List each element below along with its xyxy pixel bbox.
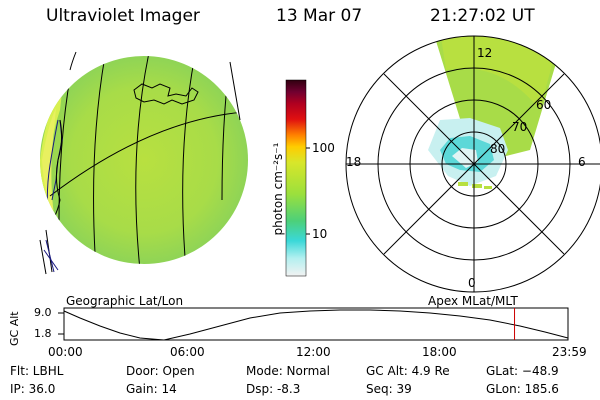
info-mode: Mode: Normal (246, 364, 330, 378)
info-filter: Flt: LBHL (10, 364, 64, 378)
lat-label-80: 80 (490, 142, 506, 156)
instrument-title: Ultraviolet Imager (46, 6, 200, 26)
time-label: 21:27:02 UT (430, 6, 535, 26)
earth-disk (40, 56, 248, 264)
altitude-ytick-9: 9.0 (34, 306, 52, 319)
altitude-xtick-0600: 06:00 (170, 345, 205, 359)
lat-label-70: 70 (512, 120, 528, 134)
info-gc-alt: GC Alt: 4.9 Re (366, 364, 450, 378)
altitude-curve (63, 309, 569, 341)
altitude-xtick-1800: 18:00 (422, 345, 457, 359)
info-glon: GLon: 185.6 (486, 382, 559, 396)
lat-label-60: 60 (536, 98, 552, 112)
apex-label: Apex MLat/MLT (428, 294, 518, 308)
altitude-ytick-1_8: 1.8 (34, 327, 52, 340)
info-seq: Seq: 39 (366, 382, 412, 396)
meridian-lines (49, 56, 245, 264)
altitude-xtick-2359: 23:59 (552, 345, 587, 359)
altitude-xtick-1200: 12:00 (296, 345, 331, 359)
info-gain: Gain: 14 (126, 382, 177, 396)
info-glat: GLat: −48.9 (486, 364, 559, 378)
geographic-label: Geographic Lat/Lon (66, 294, 184, 308)
mlt-label-0: 0 (468, 276, 476, 290)
info-ip: IP: 36.0 (10, 382, 56, 396)
date-label: 13 Mar 07 (276, 6, 363, 26)
colorbar-tick-10: 10 (312, 227, 328, 241)
info-dsp: Dsp: -8.3 (246, 382, 301, 396)
altitude-ylabel: GC Alt (8, 311, 21, 346)
mlt-label-18: 18 (346, 155, 362, 169)
polar-grid (345, 35, 600, 293)
altitude-xtick-0000: 00:00 (48, 345, 83, 359)
info-door: Door: Open (126, 364, 195, 378)
mlt-label-6: 6 (578, 155, 586, 169)
mlt-label-12: 12 (477, 46, 493, 60)
colorbar-tick-100: 100 (312, 141, 335, 155)
